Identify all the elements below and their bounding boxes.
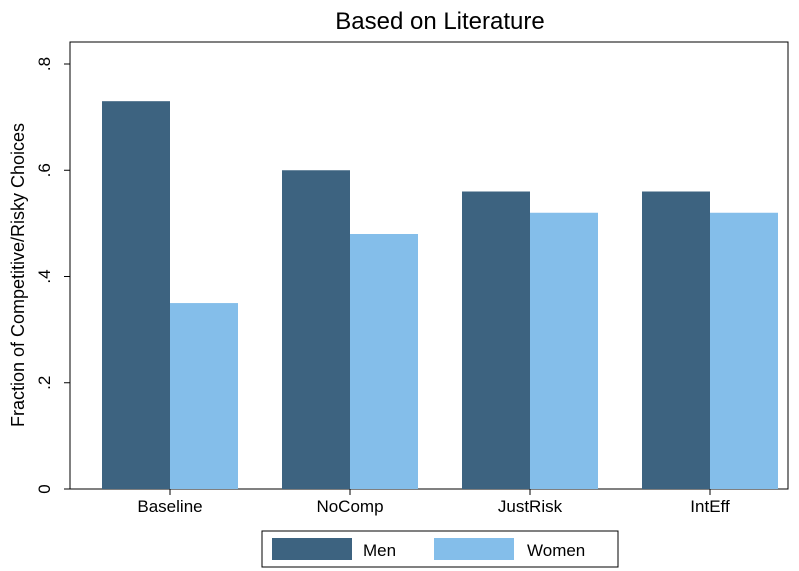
y-tick-label: 0 [35,484,54,493]
bar-men-baseline [102,101,170,489]
bars-layer [102,101,778,489]
legend-swatch-women [434,538,514,560]
legend-swatch-men [272,538,352,560]
y-tick-label: .4 [35,269,54,283]
legend-label-men: Men [363,541,396,560]
bar-women-justrisk [530,212,598,489]
y-axis: 0 .2 .4 .6 .8 [35,57,70,494]
x-tick-label: NoComp [316,497,383,516]
bar-men-inteff [642,191,710,489]
x-axis: Baseline NoComp JustRisk IntEff [137,489,730,516]
legend-label-women: Women [527,541,585,560]
bar-men-nocomp [282,170,350,489]
x-tick-label: JustRisk [498,497,563,516]
legend-items: Men Women [272,538,585,560]
y-tick-label: .6 [35,163,54,177]
y-tick-label: .8 [35,57,54,71]
legend: Men Women [261,530,619,568]
chart-title: Based on Literature [335,8,544,35]
x-tick-label: Baseline [137,497,202,516]
x-tick-label: IntEff [690,497,730,516]
plot-area [69,41,789,490]
bar-women-nocomp [350,234,418,489]
plot-frame [69,41,789,490]
y-tick-label: .2 [35,376,54,390]
bar-men-justrisk [462,191,530,489]
bar-women-inteff [710,212,778,489]
y-axis-label: Fraction of Competitive/Risky Choices [8,123,28,427]
bar-women-baseline [170,303,238,489]
